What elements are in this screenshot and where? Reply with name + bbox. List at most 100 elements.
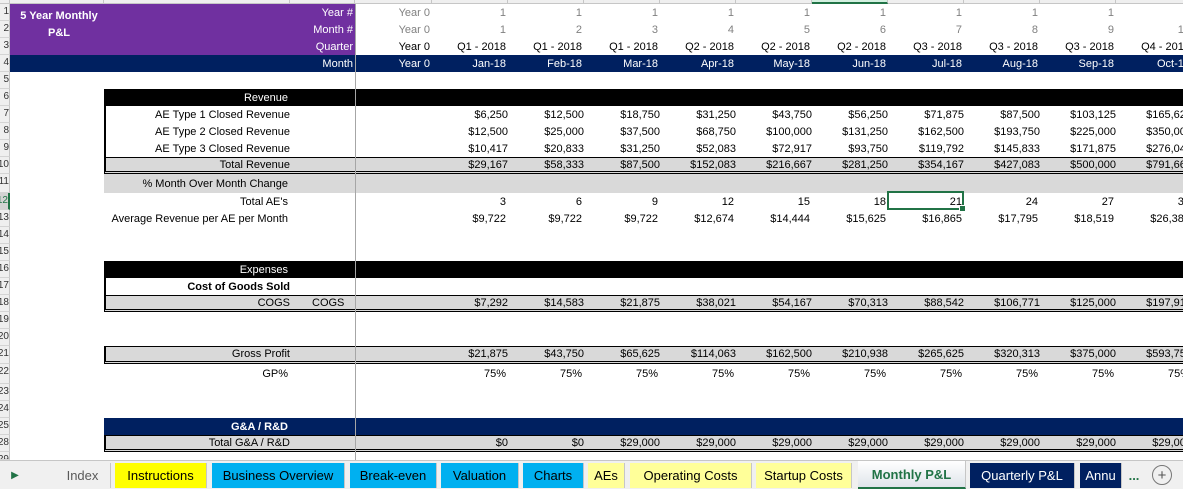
tab-break-even[interactable]: Break-even bbox=[350, 463, 437, 488]
value-cell[interactable]: $29,000 bbox=[772, 436, 812, 449]
header-value[interactable]: Q3 - 2018 bbox=[989, 40, 1038, 53]
value-cell[interactable]: $152,083 bbox=[690, 158, 736, 171]
value-cell[interactable]: $54,167 bbox=[772, 296, 812, 309]
value-cell[interactable]: $43,750 bbox=[544, 348, 584, 360]
value-cell[interactable]: $354,167 bbox=[918, 158, 964, 171]
row-header[interactable]: 24 bbox=[0, 401, 10, 418]
value-cell[interactable]: 75% bbox=[1091, 368, 1114, 380]
column-header[interactable] bbox=[290, 0, 355, 4]
value-cell[interactable]: $0 bbox=[571, 436, 584, 449]
value-cell[interactable]: 75% bbox=[863, 368, 886, 380]
column-header[interactable] bbox=[964, 0, 1040, 4]
year0-cell[interactable]: Year 0 bbox=[398, 40, 430, 53]
value-cell[interactable]: 18 bbox=[873, 195, 886, 208]
value-cell[interactable]: $791,667 bbox=[1146, 158, 1183, 171]
row-header[interactable]: 9 bbox=[0, 140, 10, 157]
value-cell[interactable]: $31,250 bbox=[620, 142, 660, 155]
column-header[interactable] bbox=[0, 0, 10, 4]
value-cell[interactable]: $7,292 bbox=[474, 296, 508, 309]
header-value[interactable]: 1 bbox=[1031, 6, 1038, 19]
value-cell[interactable]: $125,000 bbox=[1070, 296, 1116, 309]
value-cell[interactable]: $162,500 bbox=[766, 348, 812, 360]
row-header[interactable]: 25 bbox=[0, 418, 10, 435]
tab-startup-costs[interactable]: Startup Costs bbox=[756, 463, 852, 488]
value-cell[interactable]: $0 bbox=[495, 436, 508, 449]
value-cell[interactable]: $52,083 bbox=[696, 142, 736, 155]
header-value[interactable]: 1 bbox=[499, 6, 506, 19]
header-value[interactable]: Sep-18 bbox=[1078, 57, 1114, 70]
header-value[interactable]: 1 bbox=[651, 6, 658, 19]
header-value[interactable]: 2 bbox=[575, 23, 582, 36]
value-cell[interactable]: $593,750 bbox=[1146, 348, 1183, 360]
header-value[interactable]: Apr-18 bbox=[700, 57, 734, 70]
value-cell[interactable]: $29,167 bbox=[468, 158, 508, 171]
row-header[interactable]: 17 bbox=[0, 278, 10, 295]
row-sublabel[interactable]: COGS bbox=[312, 296, 345, 309]
value-cell[interactable]: $12,500 bbox=[468, 125, 508, 138]
value-cell[interactable]: $276,042 bbox=[1146, 142, 1183, 155]
value-cell[interactable]: $427,083 bbox=[994, 158, 1040, 171]
value-cell[interactable]: $375,000 bbox=[1070, 348, 1116, 360]
tab-index[interactable]: Index bbox=[55, 463, 111, 488]
value-cell[interactable]: $165,625 bbox=[1146, 108, 1183, 121]
header-value[interactable]: 4 bbox=[727, 23, 734, 36]
value-cell[interactable]: 12 bbox=[721, 195, 734, 208]
header-label[interactable]: Month # bbox=[313, 23, 353, 36]
value-cell[interactable]: $37,500 bbox=[620, 125, 660, 138]
column-header[interactable] bbox=[508, 0, 584, 4]
value-cell[interactable]: $25,000 bbox=[544, 125, 584, 138]
tab-instructions[interactable]: Instructions bbox=[115, 463, 207, 488]
column-header[interactable] bbox=[812, 0, 888, 4]
header-value[interactable]: 6 bbox=[879, 23, 886, 36]
value-cell[interactable]: $87,500 bbox=[620, 158, 660, 171]
header-value[interactable]: Q2 - 2018 bbox=[685, 40, 734, 53]
value-cell[interactable]: $70,313 bbox=[848, 296, 888, 309]
row-header[interactable]: 15 bbox=[0, 244, 10, 261]
value-cell[interactable]: $100,000 bbox=[766, 125, 812, 138]
value-cell[interactable]: 75% bbox=[483, 368, 506, 380]
value-cell[interactable]: $29,000 bbox=[1076, 436, 1116, 449]
row-header[interactable]: 29 bbox=[0, 452, 10, 460]
value-cell[interactable]: $216,667 bbox=[766, 158, 812, 171]
add-sheet-icon[interactable]: + bbox=[1152, 465, 1172, 485]
value-cell[interactable]: 75% bbox=[559, 368, 582, 380]
column-header[interactable] bbox=[888, 0, 964, 4]
value-cell[interactable]: $162,500 bbox=[918, 125, 964, 138]
row-header[interactable]: 4 bbox=[0, 55, 10, 72]
value-cell[interactable]: $87,500 bbox=[1000, 108, 1040, 121]
row-header[interactable]: 21 bbox=[0, 346, 10, 364]
column-header[interactable] bbox=[10, 0, 104, 4]
header-value[interactable]: Q2 - 2018 bbox=[837, 40, 886, 53]
tab-operating-costs[interactable]: Operating Costs bbox=[630, 463, 752, 488]
value-cell[interactable]: $58,333 bbox=[544, 158, 584, 171]
year0-cell[interactable]: Year 0 bbox=[398, 6, 430, 19]
value-cell[interactable]: $171,875 bbox=[1070, 142, 1116, 155]
value-cell[interactable]: $350,000 bbox=[1146, 125, 1183, 138]
row-header[interactable]: 10 bbox=[0, 157, 10, 174]
value-cell[interactable]: $56,250 bbox=[848, 108, 888, 121]
row-header[interactable]: 20 bbox=[0, 329, 10, 346]
value-cell[interactable]: $210,938 bbox=[842, 348, 888, 360]
value-cell[interactable]: $197,917 bbox=[1146, 296, 1183, 309]
value-cell[interactable]: $21,875 bbox=[620, 296, 660, 309]
row-header[interactable]: 7 bbox=[0, 106, 10, 123]
value-cell[interactable]: $29,000 bbox=[1152, 436, 1183, 449]
value-cell[interactable]: $29,000 bbox=[696, 436, 736, 449]
value-cell[interactable]: $72,917 bbox=[772, 142, 812, 155]
header-value[interactable]: Q1 - 2018 bbox=[457, 40, 506, 53]
header-value[interactable]: 3 bbox=[651, 23, 658, 36]
row-header[interactable]: 16 bbox=[0, 261, 10, 278]
value-cell[interactable]: $17,795 bbox=[998, 212, 1038, 225]
value-cell[interactable]: $9,722 bbox=[624, 212, 658, 225]
tab-monthly-p-l[interactable]: Monthly P&L bbox=[858, 461, 966, 489]
value-cell[interactable]: $265,625 bbox=[918, 348, 964, 360]
value-cell[interactable]: $71,875 bbox=[924, 108, 964, 121]
value-cell[interactable]: 9 bbox=[651, 195, 658, 208]
column-header[interactable] bbox=[1116, 0, 1183, 4]
value-cell[interactable]: $119,792 bbox=[918, 142, 964, 155]
value-cell[interactable]: $225,000 bbox=[1070, 125, 1116, 138]
row-header[interactable]: 23 bbox=[0, 384, 10, 401]
header-value[interactable]: May-18 bbox=[773, 57, 810, 70]
tab-annu[interactable]: Annu bbox=[1080, 463, 1122, 488]
row-header[interactable]: 12 bbox=[0, 193, 10, 210]
